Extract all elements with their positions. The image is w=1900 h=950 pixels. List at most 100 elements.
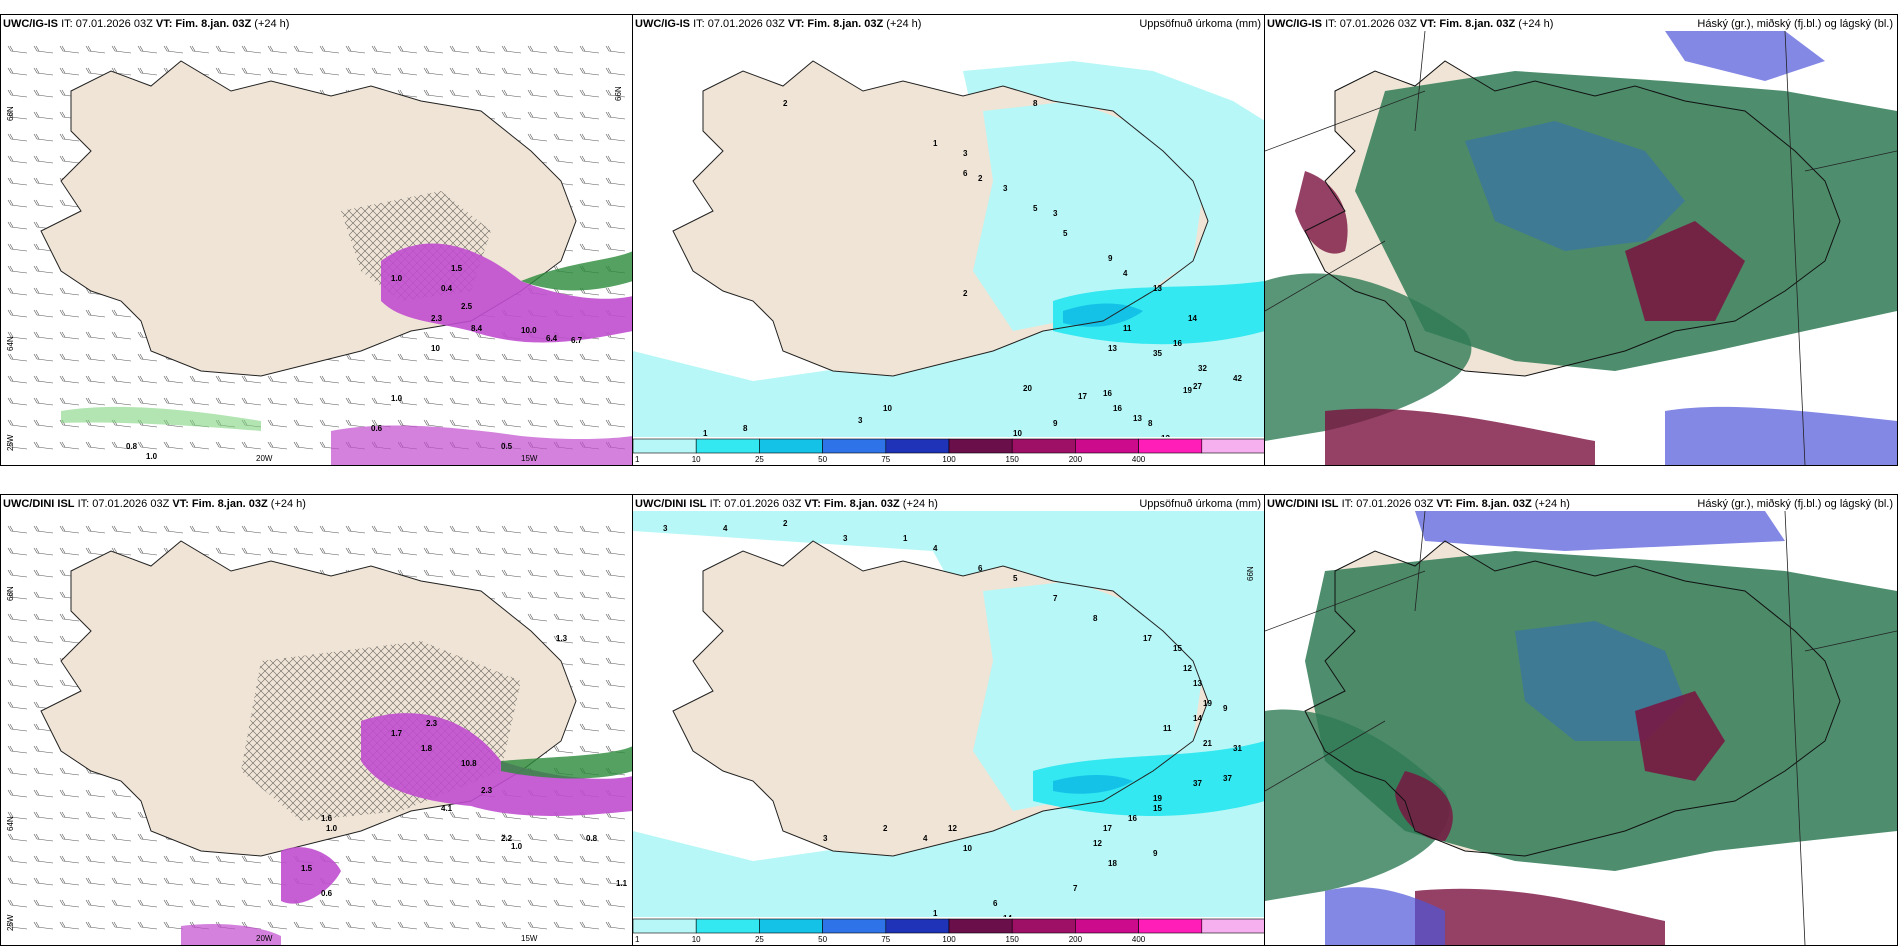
- precip-values: 2132353594131411161335324227191617161381…: [703, 99, 1242, 437]
- wind-barb: [501, 547, 522, 556]
- wind-barb: [163, 397, 184, 406]
- wind-barb: [605, 723, 626, 732]
- wind-barb: [475, 877, 496, 886]
- value-label: 15: [1153, 804, 1162, 813]
- value-label: 14: [1188, 314, 1197, 323]
- colorbar-tick-label: 150: [1006, 935, 1020, 944]
- wind-barb: [527, 547, 548, 556]
- colorbar-tick-label: 1: [635, 455, 640, 464]
- value-label: 4: [933, 544, 938, 553]
- precip-band-light: [61, 406, 261, 431]
- value-label: 11: [1123, 324, 1132, 333]
- wind-barb: [319, 397, 340, 406]
- wind-barb: [579, 199, 600, 208]
- wind-barb: [215, 877, 236, 886]
- wind-barb: [59, 309, 80, 318]
- wind-barb: [475, 67, 496, 76]
- wind-barb: [605, 67, 626, 76]
- wind-barb: [397, 397, 418, 406]
- wind-barb: [579, 591, 600, 600]
- wind-barb: [293, 547, 314, 556]
- wind-barb: [605, 221, 626, 230]
- wind-barb: [85, 45, 106, 54]
- precip-map-svg: 2132353594131411161335324227191617161381…: [633, 31, 1265, 437]
- precip-map: 66N 3 4 2 3 1 4 6 5 7 8 17 15 12 13 19 9 14 11 21 31 37 37 19 1…: [633, 511, 1265, 917]
- wind-barb: [241, 547, 262, 556]
- wind-barb: [7, 397, 28, 406]
- wind-barb: [59, 45, 80, 54]
- wind-barb: [605, 679, 626, 688]
- lat-label-2: 64N: [6, 336, 15, 351]
- value-label: 13: [1193, 679, 1202, 688]
- value-label: 5: [1033, 204, 1038, 213]
- value-label: 15: [1173, 644, 1182, 653]
- wind-barb: [85, 789, 106, 798]
- wind-barb: [7, 199, 28, 208]
- wind-barb: [7, 331, 28, 340]
- wind-barb: [397, 67, 418, 76]
- wind-barb: [33, 111, 54, 120]
- wind-barb: [579, 525, 600, 534]
- value-label: 2.3: [431, 314, 443, 323]
- wind-barb: [7, 67, 28, 76]
- wind-barb: [215, 45, 236, 54]
- wind-barb: [59, 397, 80, 406]
- precip-band-green: [501, 746, 633, 779]
- coastline: [1304, 540, 1841, 857]
- wind-barb: [475, 921, 496, 930]
- wind-barb: [85, 921, 106, 930]
- wind-barb: [33, 353, 54, 362]
- wind-barb: [605, 569, 626, 578]
- wind-barb: [423, 525, 444, 534]
- wind-barb: [59, 155, 80, 164]
- wind-barb: [579, 133, 600, 142]
- wind-barb: [605, 921, 626, 930]
- wind-barb: [579, 701, 600, 710]
- colorbar-swatch: [695, 438, 760, 454]
- wind-barb: [579, 635, 600, 644]
- value-label: 10: [431, 344, 440, 353]
- colorbar-tick-label: 75: [881, 455, 890, 464]
- wind-barb: [527, 419, 548, 428]
- wind-barb: [553, 89, 574, 98]
- panel-header: UWC/IG-IS IT: 07.01.2026 03Z VT: Fim. 8.…: [635, 18, 922, 30]
- wind-barb: [501, 591, 522, 600]
- value-label: 1.0: [391, 394, 403, 403]
- value-label: 3: [963, 149, 968, 158]
- wind-barb: [553, 353, 574, 362]
- wind-barb: [111, 441, 132, 450]
- wind-barb: [579, 679, 600, 688]
- colorbar-swatch: [759, 438, 823, 454]
- colorbar-tick-label: 10: [692, 935, 701, 944]
- value-label: 3: [823, 834, 828, 843]
- value-label: 4: [923, 834, 928, 843]
- colorbar-tick-label: 400: [1132, 935, 1146, 944]
- low-cloud-west: [1265, 709, 1450, 901]
- value-label: 8: [1033, 99, 1038, 108]
- wind-barb: [33, 833, 54, 842]
- value-label: 19: [1153, 794, 1162, 803]
- precip-area-east: [973, 101, 1203, 331]
- wind-barb: [423, 547, 444, 556]
- wind-barb: [605, 899, 626, 908]
- value-label: 3: [1003, 184, 1008, 193]
- wind-barb: [475, 811, 496, 820]
- value-label: 10.0: [521, 326, 537, 335]
- wind-barb: [345, 921, 366, 930]
- high-cloud-west: [1295, 171, 1348, 254]
- high-cloud-south: [1415, 888, 1665, 945]
- wind-barb: [7, 133, 28, 142]
- lat-label-3: 25W: [6, 914, 15, 931]
- wind-barb: [553, 111, 574, 120]
- wind-barb: [371, 833, 392, 842]
- panel-top-left-wind-map: UWC/IG-IS IT: 07.01.2026 03Z VT: Fim. 8.…: [0, 14, 634, 466]
- wind-values: 1.72.31.810.82.34.11.61.02.21.00.81.50.6…: [301, 634, 628, 898]
- wind-barb: [215, 397, 236, 406]
- wind-barb: [579, 177, 600, 186]
- value-label: 1.0: [146, 452, 158, 461]
- wind-barb: [475, 45, 496, 54]
- wind-map: 66N 64N 25W 20W 15W 1.7 2.3 1.8 10.8 2.3 4.1 1…: [1, 511, 633, 945]
- value-label: 19: [1203, 699, 1212, 708]
- wind-barb: [605, 591, 626, 600]
- wind-barb: [59, 833, 80, 842]
